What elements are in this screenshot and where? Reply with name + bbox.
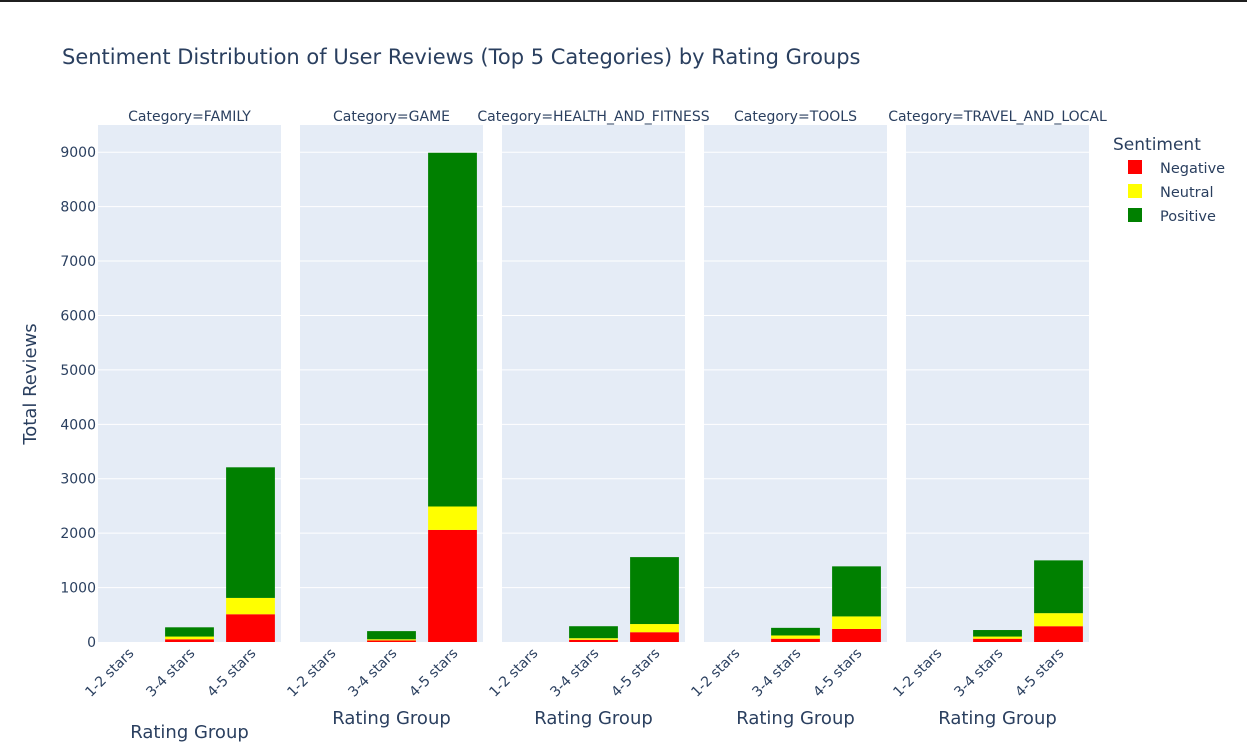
x-tick-label: 3-4 stars <box>749 646 804 701</box>
y-tick-label: 7000 <box>60 254 96 270</box>
facet-panel: Category=HEALTH_AND_FITNESS 1-2 stars 3-4 … <box>477 109 709 729</box>
y-tick-label: 5000 <box>60 363 96 379</box>
bar-segment-neutral[interactable] <box>428 506 477 530</box>
y-tick-label: 6000 <box>60 308 96 324</box>
facet-label: Category=TRAVEL_AND_LOCAL <box>888 109 1107 125</box>
bar-segment-negative[interactable] <box>367 640 416 642</box>
bar-segment-negative[interactable] <box>832 628 881 642</box>
facet-label: Category=FAMILY <box>128 109 251 125</box>
y-axis: 0 1000 2000 3000 4000 5000 6000 7000 8000 9000 <box>60 145 96 651</box>
y-tick-label: 9000 <box>60 145 96 161</box>
bar-segment-neutral[interactable] <box>226 597 275 615</box>
legend-item-positive[interactable]: Positive <box>1128 208 1216 225</box>
plot-background <box>906 125 1089 642</box>
x-tick-label: 4-5 stars <box>406 646 461 701</box>
bar-segment-neutral[interactable] <box>165 636 214 640</box>
bar-segment-positive[interactable] <box>771 627 820 636</box>
x-axis-title: Rating Group <box>534 708 653 729</box>
bar-segment-positive[interactable] <box>428 152 477 507</box>
bar-segment-positive[interactable] <box>569 626 618 639</box>
legend-label: Neutral <box>1160 185 1214 201</box>
x-tick-label: 3-4 stars <box>345 646 400 701</box>
bar-segment-positive[interactable] <box>367 631 416 640</box>
y-tick-label: 1000 <box>60 581 96 597</box>
x-tick-label: 1-2 stars <box>688 646 743 701</box>
bar-segment-negative[interactable] <box>428 529 477 642</box>
x-axis-title: Rating Group <box>332 708 451 729</box>
facet-panel: Category=FAMILY 1-2 stars 3-4 stars 4-5 sta… <box>82 109 281 743</box>
legend-title: Sentiment <box>1113 135 1201 155</box>
x-tick-label: 1-2 stars <box>486 646 541 701</box>
bar-segment-neutral[interactable] <box>569 638 618 640</box>
y-tick-label: 4000 <box>60 417 96 433</box>
x-axis-title: Rating Group <box>130 722 249 743</box>
bar-segment-negative[interactable] <box>973 638 1022 642</box>
bar-segment-neutral[interactable] <box>832 616 881 629</box>
bar-segment-negative[interactable] <box>630 632 679 642</box>
legend-swatch <box>1128 208 1142 222</box>
x-axis-title: Rating Group <box>938 708 1057 729</box>
x-tick-label: 3-4 stars <box>951 646 1006 701</box>
bar-segment-neutral[interactable] <box>973 636 1022 639</box>
legend-swatch <box>1128 160 1142 174</box>
legend-label: Negative <box>1160 161 1225 177</box>
bar-segment-negative[interactable] <box>1034 626 1083 642</box>
legend-swatch <box>1128 184 1142 198</box>
x-tick-label: 1-2 stars <box>890 646 945 701</box>
facet-panel: Category=GAME 1-2 stars 3-4 stars 4-5 stars… <box>284 109 483 729</box>
plot-background <box>502 125 685 642</box>
bar-segment-negative[interactable] <box>771 638 820 642</box>
legend-item-negative[interactable]: Negative <box>1128 160 1225 177</box>
bar-segment-negative[interactable] <box>226 614 275 642</box>
legend-item-neutral[interactable]: Neutral <box>1128 184 1214 201</box>
x-tick-label: 4-5 stars <box>204 646 259 701</box>
x-tick-label: 4-5 stars <box>1012 646 1067 701</box>
bar-segment-positive[interactable] <box>226 467 275 598</box>
bar-segment-positive[interactable] <box>630 557 679 625</box>
y-tick-label: 3000 <box>60 472 96 488</box>
top-border <box>0 0 1247 2</box>
facet-panel: Category=TRAVEL_AND_LOCAL 1-2 stars 3-4 st… <box>888 109 1107 729</box>
facet-label: Category=HEALTH_AND_FITNESS <box>477 109 709 125</box>
plot-background <box>704 125 887 642</box>
bar-segment-negative[interactable] <box>569 639 618 642</box>
facet-label: Category=GAME <box>333 109 450 125</box>
facet-label: Category=TOOLS <box>734 109 857 125</box>
x-axis-title: Rating Group <box>736 708 855 729</box>
bar-segment-positive[interactable] <box>973 630 1022 637</box>
x-tick-label: 4-5 stars <box>810 646 865 701</box>
legend-label: Positive <box>1160 209 1216 225</box>
bar-segment-neutral[interactable] <box>771 635 820 639</box>
x-tick-label: 1-2 stars <box>82 646 137 701</box>
bar-segment-positive[interactable] <box>832 566 881 617</box>
x-tick-label: 1-2 stars <box>284 646 339 701</box>
x-tick-label: 3-4 stars <box>143 646 198 701</box>
y-tick-label: 8000 <box>60 200 96 216</box>
x-tick-label: 4-5 stars <box>608 646 663 701</box>
y-axis-title: Total Reviews <box>20 323 41 445</box>
y-tick-label: 2000 <box>60 526 96 542</box>
bar-segment-neutral[interactable] <box>367 639 416 641</box>
chart-title: Sentiment Distribution of User Reviews (… <box>62 45 861 69</box>
x-tick-label: 3-4 stars <box>547 646 602 701</box>
bar-segment-negative[interactable] <box>165 639 214 642</box>
bar-segment-positive[interactable] <box>165 627 214 637</box>
bar-segment-neutral[interactable] <box>1034 613 1083 627</box>
y-tick-label: 0 <box>87 635 96 651</box>
bar-segment-neutral[interactable] <box>630 624 679 633</box>
bar-segment-positive[interactable] <box>1034 560 1083 614</box>
facet-panel: Category=TOOLS 1-2 stars 3-4 stars 4-5 star… <box>688 109 887 729</box>
legend[interactable]: Sentiment Negative Neutral Positive <box>1113 135 1225 225</box>
